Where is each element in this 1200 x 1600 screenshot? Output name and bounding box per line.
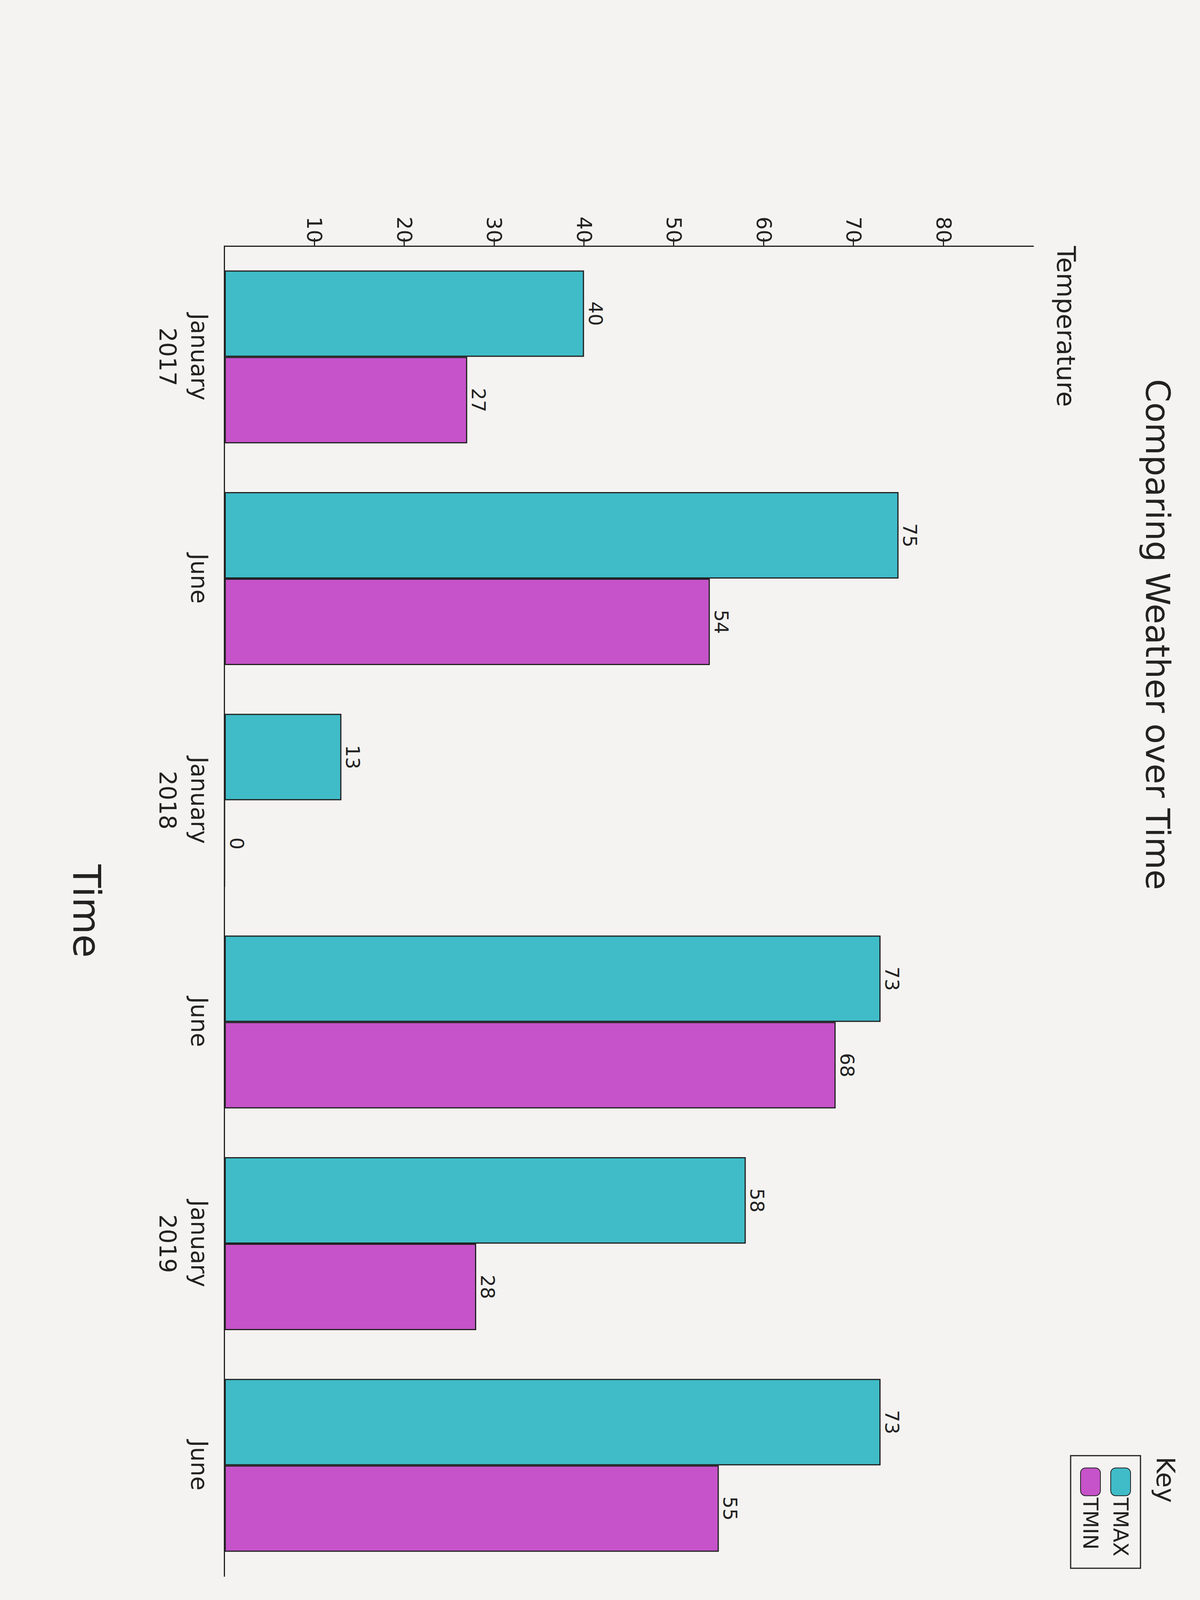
svg-text:55: 55 — [719, 1496, 742, 1521]
svg-text:60: 60 — [751, 216, 776, 243]
svg-text:70: 70 — [841, 216, 866, 243]
svg-text:Time: Time — [64, 864, 109, 958]
svg-text:TMAX: TMAX — [1108, 1497, 1133, 1557]
svg-text:68: 68 — [836, 1053, 859, 1078]
svg-text:June: June — [185, 552, 213, 604]
svg-text:58: 58 — [746, 1188, 769, 1213]
svg-text:Key: Key — [1150, 1456, 1181, 1503]
svg-text:40: 40 — [584, 301, 607, 326]
svg-text:0: 0 — [225, 837, 249, 850]
svg-text:Comparing Weather over Time: Comparing Weather over Time — [1138, 378, 1177, 891]
svg-text:January: January — [185, 1198, 213, 1288]
svg-text:January: January — [185, 755, 213, 845]
svg-text:June: June — [185, 1439, 213, 1491]
svg-text:73: 73 — [880, 966, 904, 991]
svg-text:80: 80 — [931, 216, 956, 243]
svg-text:June: June — [185, 995, 213, 1047]
svg-text:Temperature: Temperature — [1051, 245, 1081, 407]
svg-text:40: 40 — [572, 216, 597, 243]
svg-text:50: 50 — [661, 216, 686, 243]
svg-text:2019: 2019 — [153, 1214, 181, 1274]
svg-text:75: 75 — [898, 523, 922, 548]
svg-text:27: 27 — [467, 388, 490, 413]
svg-text:28: 28 — [476, 1274, 499, 1299]
svg-text:13: 13 — [341, 744, 364, 770]
svg-text:January: January — [185, 311, 213, 401]
svg-text:54: 54 — [710, 609, 733, 634]
svg-text:2017: 2017 — [153, 327, 181, 387]
svg-text:2018: 2018 — [153, 771, 181, 830]
svg-text:20: 20 — [392, 216, 417, 243]
svg-text:30: 30 — [482, 216, 506, 243]
svg-text:73: 73 — [880, 1409, 904, 1435]
svg-text:10: 10 — [302, 216, 327, 243]
svg-text:TMIN: TMIN — [1078, 1497, 1103, 1550]
